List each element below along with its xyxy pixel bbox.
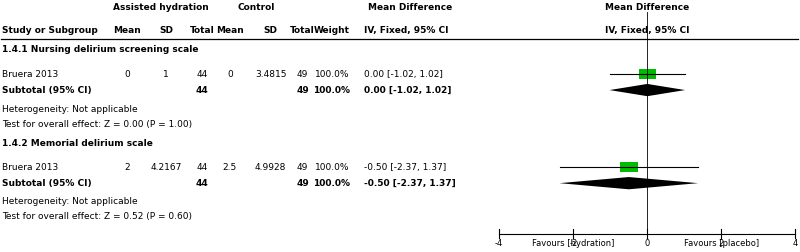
Text: SD: SD	[263, 26, 278, 35]
Text: 0: 0	[227, 70, 233, 79]
Text: 44: 44	[196, 86, 209, 94]
Text: 0: 0	[645, 239, 650, 248]
Text: Total: Total	[290, 26, 315, 35]
Text: 1.4.2 Memorial delirium scale: 1.4.2 Memorial delirium scale	[2, 139, 153, 148]
Text: 100.0%: 100.0%	[314, 179, 350, 188]
Text: 100.0%: 100.0%	[314, 70, 349, 79]
Text: Total: Total	[190, 26, 214, 35]
Text: -0.50 [-2.37, 1.37]: -0.50 [-2.37, 1.37]	[364, 179, 455, 188]
Text: -2: -2	[569, 239, 578, 248]
Text: IV, Fixed, 95% CI: IV, Fixed, 95% CI	[364, 26, 448, 35]
Text: 4.9928: 4.9928	[255, 163, 286, 172]
Polygon shape	[559, 177, 698, 189]
Text: Test for overall effect: Z = 0.52 (P = 0.60): Test for overall effect: Z = 0.52 (P = 0…	[2, 212, 192, 221]
Text: 3.4815: 3.4815	[255, 70, 286, 79]
Text: Favours [placebo]: Favours [placebo]	[684, 239, 759, 248]
Text: 1: 1	[163, 70, 169, 79]
Text: Bruera 2013: Bruera 2013	[2, 70, 58, 79]
Text: Heterogeneity: Not applicable: Heterogeneity: Not applicable	[2, 197, 138, 206]
Text: Bruera 2013: Bruera 2013	[2, 163, 58, 172]
Bar	[638, 69, 656, 79]
Text: Mean: Mean	[114, 26, 141, 35]
Text: 49: 49	[297, 70, 308, 79]
Text: Mean: Mean	[216, 26, 244, 35]
Text: Weight: Weight	[314, 26, 350, 35]
Text: Subtotal (95% CI): Subtotal (95% CI)	[2, 179, 92, 188]
Text: -0.50 [-2.37, 1.37]: -0.50 [-2.37, 1.37]	[364, 163, 446, 172]
Text: 2: 2	[718, 239, 724, 248]
Bar	[620, 162, 638, 172]
Text: 49: 49	[296, 86, 309, 94]
Text: 4: 4	[793, 239, 798, 248]
Text: Control: Control	[238, 3, 275, 12]
Text: 1.4.1 Nursing delirium screening scale: 1.4.1 Nursing delirium screening scale	[2, 45, 198, 54]
Text: 100.0%: 100.0%	[314, 163, 349, 172]
Text: Study or Subgroup: Study or Subgroup	[2, 26, 98, 35]
Text: IV, Fixed, 95% CI: IV, Fixed, 95% CI	[605, 26, 690, 35]
Text: 0.00 [-1.02, 1.02]: 0.00 [-1.02, 1.02]	[364, 70, 442, 79]
Text: SD: SD	[159, 26, 174, 35]
Text: Test for overall effect: Z = 0.00 (P = 1.00): Test for overall effect: Z = 0.00 (P = 1…	[2, 120, 192, 129]
Polygon shape	[610, 84, 685, 96]
Text: 49: 49	[296, 179, 309, 188]
Text: 100.0%: 100.0%	[314, 86, 350, 94]
Text: -4: -4	[495, 239, 503, 248]
Text: Heterogeneity: Not applicable: Heterogeneity: Not applicable	[2, 105, 138, 114]
Text: Mean Difference: Mean Difference	[368, 3, 452, 12]
Text: 44: 44	[196, 179, 209, 188]
Text: Favours [hydration]: Favours [hydration]	[532, 239, 614, 248]
Text: Subtotal (95% CI): Subtotal (95% CI)	[2, 86, 92, 94]
Text: 0: 0	[124, 70, 130, 79]
Text: 44: 44	[197, 70, 208, 79]
Text: 49: 49	[297, 163, 308, 172]
Text: Assisted hydration: Assisted hydration	[113, 3, 209, 12]
Text: 2.5: 2.5	[223, 163, 237, 172]
Text: Mean Difference: Mean Difference	[605, 3, 690, 12]
Text: 2: 2	[125, 163, 130, 172]
Text: 4.2167: 4.2167	[150, 163, 182, 172]
Text: 0.00 [-1.02, 1.02]: 0.00 [-1.02, 1.02]	[364, 86, 451, 94]
Text: 44: 44	[197, 163, 208, 172]
